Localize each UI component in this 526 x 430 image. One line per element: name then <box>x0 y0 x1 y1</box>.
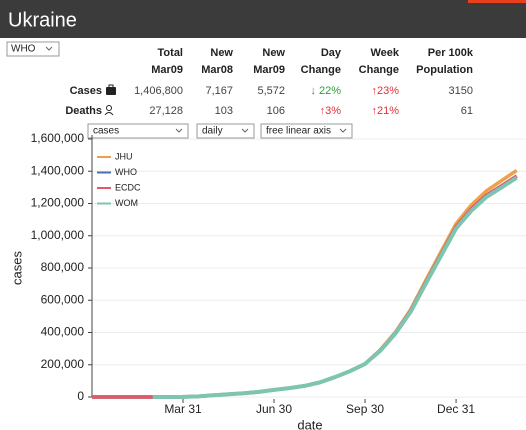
cases-icon-handle <box>108 84 114 89</box>
select-box[interactable] <box>6 41 60 57</box>
select-text[interactable]: WHO <box>11 44 36 55</box>
cell: ↑3% <box>320 105 342 117</box>
chevron <box>45 46 53 51</box>
column-header: Total <box>158 47 183 59</box>
select-box[interactable] <box>87 123 189 139</box>
stats-table: Total Mar09 New Mar08 New Mar09 Day Change Week C… <box>65 47 474 117</box>
y-tick-label: 200,000 <box>41 357 85 371</box>
legend-label: WHO <box>115 167 137 177</box>
y-axis-label: cases <box>9 251 24 285</box>
cell: 1,406,800 <box>134 85 183 97</box>
y-tick-label: 400,000 <box>41 325 85 339</box>
column-header: Change <box>301 64 341 76</box>
select-box[interactable] <box>196 123 255 139</box>
x-tick-label: Mar 31 <box>164 402 202 416</box>
select-text[interactable]: free linear axis <box>266 126 331 137</box>
legend-label: ECDC <box>115 182 141 192</box>
cell: 27,128 <box>149 105 183 117</box>
series-line <box>107 174 518 399</box>
y-tick-label: 1,000,000 <box>31 228 85 242</box>
deaths-icon <box>106 105 112 111</box>
column-header: Per 100k <box>428 47 474 59</box>
cell: ↑23% <box>371 85 399 97</box>
column-header: Mar08 <box>201 64 233 76</box>
column-header: Mar09 <box>253 64 285 76</box>
cell: 106 <box>267 105 285 117</box>
chevron <box>175 128 183 133</box>
plot: 0 200,000 400,000 600,000 800,000 1,000,000 1,… <box>9 131 526 430</box>
y-tick-label: 800,000 <box>41 260 85 274</box>
source-select[interactable]: WHO <box>6 41 60 57</box>
x-tick-label: Sep 30 <box>346 402 384 416</box>
cell: 103 <box>215 105 233 117</box>
cell: 7,167 <box>205 85 233 97</box>
column-header: Day <box>321 47 342 59</box>
column-header: New <box>210 47 233 59</box>
accent <box>468 0 526 3</box>
series-line <box>107 174 518 399</box>
row-label: Cases <box>70 85 102 97</box>
cell: 3150 <box>449 85 473 97</box>
x-tick-label: Dec 31 <box>437 402 475 416</box>
column-header: Change <box>359 64 399 76</box>
cases-icon <box>106 87 116 95</box>
y-tick-label: 0 <box>77 389 84 403</box>
chevron <box>339 128 347 133</box>
header-bar <box>0 0 526 38</box>
select-box[interactable] <box>260 123 353 139</box>
select-text[interactable]: daily <box>202 126 223 137</box>
select-text[interactable]: cases <box>93 126 119 137</box>
y-tick-label: 1,600,000 <box>31 131 85 145</box>
legend-label: JHU <box>115 151 133 161</box>
deaths-icon-body <box>104 112 114 116</box>
cell: ↓ 22% <box>310 85 341 97</box>
header-title: Ukraine <box>8 9 77 31</box>
x-tick-label: Jun 30 <box>256 402 292 416</box>
series-line <box>107 168 518 399</box>
series-line <box>152 176 518 399</box>
cell: ↑21% <box>371 105 399 117</box>
controls: cases daily free linear axis <box>87 123 353 139</box>
series-lines <box>92 168 518 399</box>
y-tick-label: 600,000 <box>41 292 85 306</box>
cell: 61 <box>461 105 473 117</box>
column-header: Population <box>416 64 473 76</box>
column-header: Mar09 <box>151 64 183 76</box>
x-axis-label: date <box>297 417 322 430</box>
cell: 5,572 <box>257 85 285 97</box>
y-tick-label: 1,200,000 <box>31 196 85 210</box>
column-header: New <box>262 47 285 59</box>
row-label: Deaths <box>65 105 102 117</box>
column-header: Week <box>370 47 399 59</box>
legend-label: WOM <box>115 198 138 208</box>
y-tick-label: 1,400,000 <box>31 163 85 177</box>
chevron <box>241 128 249 133</box>
